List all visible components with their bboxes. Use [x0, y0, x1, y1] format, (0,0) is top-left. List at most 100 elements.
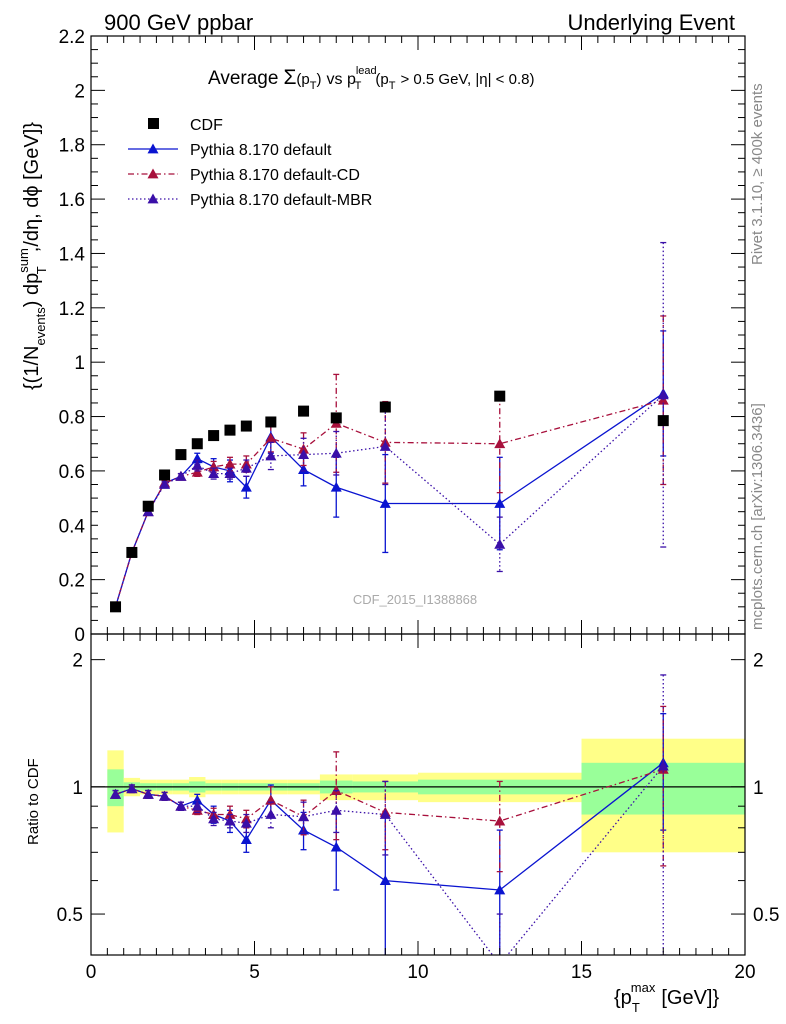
main-series-3-point: [298, 449, 310, 459]
cdf-point: [494, 390, 506, 402]
axes: 0 5 10 15 20 0 0.2 0.4 0.6 0.8 1 1.2 1.4 1.6 1.8 2 2.2 0.…: [57, 27, 780, 983]
ratio-y-tick-label-right: 0.5: [753, 905, 779, 926]
legend-label: Pythia 8.170 default-MBR: [190, 192, 372, 209]
cdf-point: [298, 405, 310, 417]
band-inner-bin: [107, 769, 124, 807]
main-y-tick-label: 1.8: [59, 136, 85, 157]
main-series-3-point: [379, 440, 391, 451]
cdf-point: [240, 420, 252, 432]
x-tick-label: 5: [249, 962, 260, 983]
cdf-point: [126, 546, 138, 558]
ratio-series-2-point: [330, 804, 342, 815]
main-series-1-point: [494, 498, 506, 508]
mcplots-label: mcplots.cern.ch [arXiv:1306.3436]: [749, 403, 766, 630]
main-series-3-point: [191, 459, 203, 470]
main-series-3-point: [224, 468, 236, 479]
ratio-series-0-point: [330, 841, 342, 852]
ratio-series-2-line: [115, 765, 664, 955]
main-series-3-point: [159, 479, 171, 489]
ratio-plot-series: [110, 674, 669, 969]
legend-marker: [147, 168, 159, 179]
main-y-tick-label: 0: [74, 625, 85, 646]
main-y-tick-label: 2.2: [59, 27, 85, 48]
main-series-3-point: [494, 538, 506, 549]
ratio-y-tick-label: 0.5: [57, 905, 83, 926]
legend-marker-cdf: [148, 118, 159, 129]
ratio-series-2-point: [265, 809, 277, 819]
main-y-tick-label: 0.4: [59, 516, 86, 537]
plot-title: Average Σ(pT) vs plead T (pT > 0.5 GeV, |η| <…: [208, 65, 534, 92]
x-tick-label: 20: [734, 962, 755, 983]
ratio-series-1-point: [494, 815, 506, 826]
main-series-3-line: [114, 394, 664, 608]
main-series-2-point: [191, 466, 203, 477]
ratio-uncertainty-bands: [107, 738, 745, 853]
cdf-point: [142, 500, 154, 512]
main-series-2-point: [224, 458, 236, 469]
legend-label: CDF: [190, 117, 223, 134]
main-series-1-point: [240, 481, 252, 492]
ratio-series-2-point: [142, 788, 154, 799]
cdf-point: [208, 430, 220, 442]
ratio-series-2-point: [224, 815, 236, 826]
ratio-series-2-point: [494, 959, 505, 969]
main-plot-series: [110, 241, 669, 613]
ratio-series-2-point: [379, 809, 391, 819]
main-y-tick-label: 1: [74, 353, 85, 374]
main-series-3-point: [208, 468, 220, 479]
ratio-series-2-point: [126, 783, 138, 794]
main-y-tick-label: 0.8: [59, 408, 85, 429]
legend: CDF Pythia 8.170 default Pythia 8.170 defa…: [128, 117, 372, 209]
main-series-2-point: [494, 438, 506, 449]
cdf-point: [191, 438, 203, 450]
legend-label: Pythia 8.170 default: [190, 142, 332, 159]
header-right: Underlying Event: [567, 10, 735, 35]
main-y-axis-label: {(1/Nevents) dpsum T,/dη, dϕ [GeV]}: [16, 122, 49, 390]
main-series-3-point: [330, 447, 342, 458]
main-series-1-point: [330, 481, 342, 492]
legend-marker: [147, 143, 159, 154]
ratio-y-axis-label: Ratio to CDF: [25, 758, 42, 845]
ratio-series-0-point: [379, 875, 391, 885]
ratio-series-0-point: [494, 884, 506, 895]
main-y-tick-label: 1.6: [59, 190, 85, 211]
x-tick-label: 15: [571, 962, 592, 983]
main-series-3-point: [240, 462, 252, 473]
ratio-series-2-point: [159, 790, 171, 801]
ratio-y-tick-label: 2: [72, 651, 83, 672]
main-y-tick-label: 2: [74, 81, 85, 102]
main-series-3-point: [657, 389, 669, 400]
cdf-point: [175, 449, 187, 461]
main-y-tick-label: 1.2: [59, 299, 85, 320]
cdf-point: [110, 601, 122, 613]
x-tick-label: 0: [86, 962, 97, 983]
ratio-series-2-point: [191, 800, 203, 811]
ratio-series-2-point: [298, 811, 310, 822]
ratio-series-0-point: [240, 834, 252, 845]
main-y-tick-label: 0.2: [59, 571, 85, 592]
main-series-1-point: [379, 498, 391, 508]
legend-marker: [147, 193, 159, 204]
main-series-3-point: [265, 450, 277, 461]
ratio-series-2-point: [657, 760, 669, 771]
cdf-point: [657, 415, 669, 427]
main-series-2-point: [298, 443, 310, 454]
cdf-point: [224, 424, 236, 436]
analysis-watermark: CDF_2015_I1388868: [353, 592, 477, 607]
ratio-series-2-point: [175, 800, 187, 811]
x-tick-label: 10: [407, 962, 428, 983]
ratio-y-tick-label-right: 2: [753, 651, 764, 672]
main-y-tick-label: 1.4: [59, 244, 86, 265]
x-axis-label: {pTmax [GeV]}: [614, 980, 719, 1015]
cdf-point: [159, 469, 171, 481]
cdf-point: [330, 412, 342, 424]
header-left: 900 GeV ppbar: [104, 10, 253, 35]
cdf-point: [379, 401, 391, 413]
ratio-y-tick-label-right: 1: [753, 778, 764, 799]
main-y-tick-label: 0.6: [59, 462, 85, 483]
ratio-series-2-point: [208, 813, 220, 824]
ratio-series-2-point: [110, 788, 122, 799]
ratio-series-2-point: [240, 817, 252, 828]
legend-label: Pythia 8.170 default-CD: [190, 167, 360, 184]
